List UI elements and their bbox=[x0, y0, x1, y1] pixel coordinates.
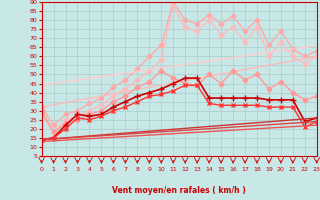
X-axis label: Vent moyen/en rafales ( km/h ): Vent moyen/en rafales ( km/h ) bbox=[112, 186, 246, 195]
